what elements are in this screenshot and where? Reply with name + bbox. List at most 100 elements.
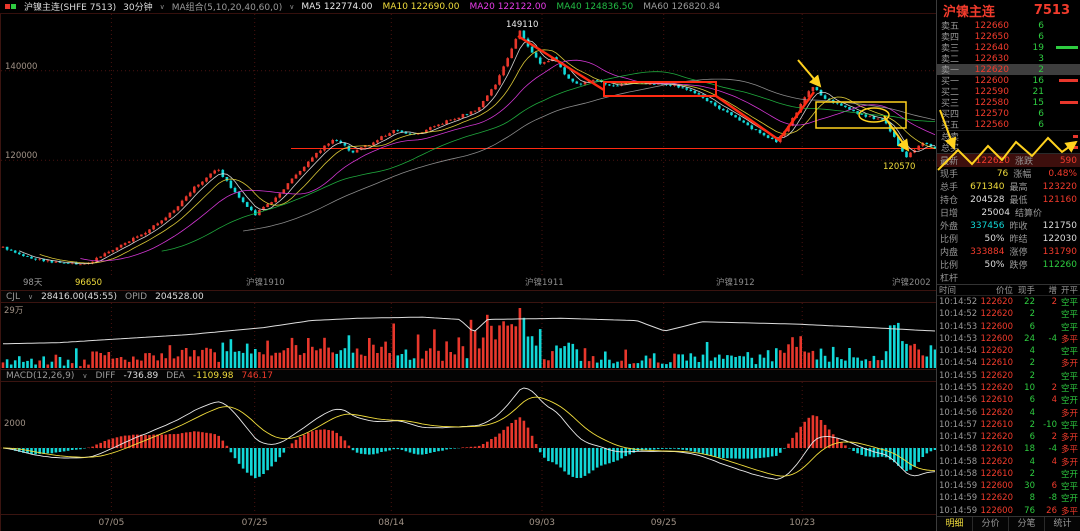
tick-delta: -4 <box>1048 333 1057 344</box>
stat-row: 外盘 337456 昨收 121750 <box>937 219 1080 233</box>
svg-text:沪镍1910: 沪镍1910 <box>246 277 285 288</box>
period-selector[interactable]: 30分钟 <box>123 3 153 13</box>
svg-text:96650: 96650 <box>75 278 102 288</box>
opid-value: 204528.00 <box>155 291 204 302</box>
tick-time: 10:14:53 <box>939 333 978 344</box>
chart-header-bar: 沪镍主连(SHFE 7513) 30分钟 ∨ MA组合(5,10,20,40,6… <box>0 0 1080 14</box>
ask-volume: 19 <box>1032 42 1044 53</box>
tab-分价[interactable]: 分价 <box>972 517 1008 531</box>
ask-row[interactable]: 卖五 122660 6 <box>937 20 1080 33</box>
chevron-down-icon[interactable]: ∨ <box>159 2 165 11</box>
tick-delta: 2 <box>1051 297 1057 308</box>
bid-levels: 买一 122600 16 买二 122590 21 买三 122580 15 买四 122570 6 买… <box>937 75 1080 132</box>
stat-row: 杠杆 <box>937 271 1080 284</box>
stat-label: 外盘 <box>940 222 959 232</box>
candlestick-chart[interactable]: 140000 120000 149110 120570 98天 96650 沪镍1910 沪镍… <box>1 14 937 290</box>
tick-openclose: 多开 <box>1060 408 1078 419</box>
tick-list: 10:14:52 122620 22 2 空平 10:14:52 122620 2 空平 10:1… <box>937 296 1080 517</box>
tick-volume: 4 <box>1029 346 1035 357</box>
x-axis-date: 10/23 <box>789 518 816 528</box>
tick-header-cell: 增 <box>1048 286 1057 296</box>
stat-value: 112260 <box>1042 259 1077 270</box>
ask-row[interactable]: 卖一 122620 2 <box>937 64 1080 76</box>
bid-volume: 16 <box>1032 75 1044 86</box>
bottom-tabs: 明细 分价 分笔 统计 <box>937 516 1080 531</box>
chevron-down-icon[interactable]: ∨ <box>289 2 295 11</box>
tick-delta: 4 <box>1051 395 1057 406</box>
tick-row: 10:14:57 122620 6 2 多开 <box>937 431 1080 443</box>
stat-value: 122030 <box>1042 233 1077 244</box>
stat-label: 总手 <box>940 183 959 193</box>
tick-row: 10:14:55 122620 2 空平 <box>937 370 1080 382</box>
ask-volume: 2 <box>1038 64 1044 75</box>
bid-label: 买三 <box>941 99 960 109</box>
stat-value: 333884 <box>970 246 1005 257</box>
stat-row: 内盘 333884 涨停 131790 <box>937 245 1080 259</box>
bid-row[interactable]: 买五 122560 6 <box>937 119 1080 132</box>
tick-time: 10:14:59 <box>939 505 978 516</box>
stat-label: 比例 <box>940 261 959 271</box>
ask-label: 卖四 <box>941 33 960 43</box>
tick-volume: 10 <box>1024 382 1035 393</box>
ask-price: 122650 <box>974 31 1009 42</box>
bid-row[interactable]: 买一 122600 16 <box>937 75 1080 87</box>
chevron-down-icon[interactable]: ∨ <box>82 371 88 380</box>
tick-row: 10:14:53 122600 6 空平 <box>937 321 1080 333</box>
x-axis-date: 09/03 <box>529 518 555 528</box>
ask-volume: 6 <box>1038 20 1044 31</box>
tick-price: 122600 <box>980 505 1013 516</box>
tick-openclose: 空平 <box>1060 482 1078 493</box>
stat-row: 持仓 204528 最低 121160 <box>937 193 1080 207</box>
tick-volume: 8 <box>1029 493 1035 504</box>
svg-text:120570: 120570 <box>883 162 915 172</box>
tick-row: 10:14:53 122600 24 -4 多平 <box>937 333 1080 345</box>
ma-value: MA20 122122.00 <box>469 1 547 12</box>
macd-indicator-selector[interactable]: MACD(12,26,9) <box>6 370 75 381</box>
tick-time: 10:14:58 <box>939 444 978 455</box>
tab-分笔[interactable]: 分笔 <box>1008 517 1044 531</box>
tick-price: 122600 <box>980 481 1013 492</box>
tick-volume: 6 <box>1029 395 1035 406</box>
stat-value: 123220 <box>1042 181 1077 192</box>
volume-chart[interactable]: 29万 <box>1 303 937 369</box>
tick-row: 10:14:58 122610 2 空开 <box>937 468 1080 480</box>
quote-title-row: 沪镍主连 7513 <box>937 0 1080 20</box>
tick-volume: 4 <box>1029 456 1035 467</box>
total-row: 总买 <box>937 142 1080 154</box>
total-mark <box>1073 146 1078 149</box>
ask-row[interactable]: 卖二 122630 3 <box>937 53 1080 66</box>
tab-明细[interactable]: 明细 <box>945 519 964 529</box>
tick-volume: 6 <box>1029 432 1035 443</box>
x-axis-date: 07/05 <box>98 518 125 528</box>
tick-price: 122620 <box>980 346 1013 357</box>
bid-row[interactable]: 买三 122580 15 <box>937 97 1080 109</box>
dea-label: DEA <box>166 370 185 381</box>
bid-price: 122590 <box>974 86 1009 97</box>
tick-header-cell: 时间 <box>939 286 957 296</box>
volume-indicator-selector[interactable]: CJL <box>6 291 20 302</box>
ma-group-selector[interactable]: MA组合(5,10,20,40,60,0) <box>171 3 283 13</box>
tick-time: 10:14:54 <box>939 358 978 369</box>
opid-label: OPID <box>124 291 148 302</box>
ask-row[interactable]: 卖四 122650 6 <box>937 31 1080 44</box>
macd-indicator-header: MACD(12,26,9) ∨ DIFF -736.89 DEA -1109.9… <box>1 369 936 382</box>
bid-row[interactable]: 买二 122590 21 <box>937 86 1080 99</box>
ask-price: 122640 <box>974 42 1009 53</box>
diff-label: DIFF <box>95 370 116 381</box>
bid-price: 122560 <box>974 119 1009 130</box>
stat-row: 比例 50% 跌停 112260 <box>937 258 1080 272</box>
tick-volume: 6 <box>1029 321 1035 332</box>
bid-volume: 21 <box>1032 86 1044 97</box>
stat-label: 比例 <box>940 235 959 245</box>
tick-time: 10:14:52 <box>939 297 978 308</box>
ma-value: MA5 122774.00 <box>301 1 373 12</box>
ask-price: 122620 <box>974 64 1009 75</box>
svg-text:2000: 2000 <box>4 419 26 429</box>
tick-openclose: 空平 <box>1060 371 1078 382</box>
tab-统计[interactable]: 统计 <box>1044 517 1080 531</box>
tick-volume: 2 <box>1029 358 1035 369</box>
ask-row[interactable]: 卖三 122640 19 <box>937 42 1080 54</box>
chevron-down-icon[interactable]: ∨ <box>27 292 34 301</box>
macd-chart[interactable]: 2000 <box>1 382 937 514</box>
stat-label: 跌停 <box>1009 261 1028 271</box>
